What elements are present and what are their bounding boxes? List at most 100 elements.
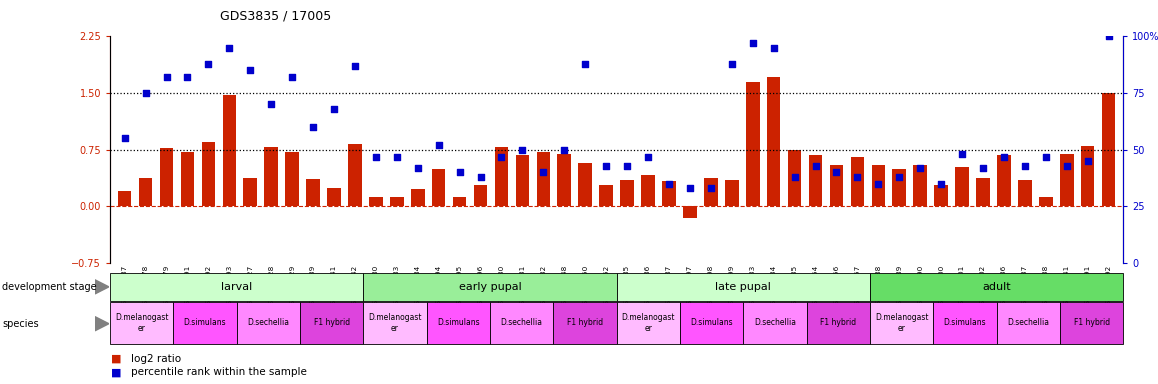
Point — [576, 61, 594, 67]
Point — [618, 162, 637, 169]
Point — [388, 154, 406, 160]
Text: early pupal: early pupal — [459, 282, 521, 292]
Bar — [1018, 180, 1032, 207]
Bar — [870, 302, 933, 344]
Point — [1078, 158, 1097, 164]
Text: D.sechellia: D.sechellia — [1007, 318, 1049, 328]
Bar — [807, 302, 870, 344]
Bar — [222, 95, 236, 207]
Bar — [872, 165, 885, 207]
Point — [974, 165, 992, 171]
Point — [178, 74, 197, 80]
Bar — [616, 302, 680, 344]
Text: ■: ■ — [111, 354, 122, 364]
Bar — [851, 157, 864, 207]
Text: species: species — [2, 319, 39, 329]
Bar — [139, 179, 153, 207]
Bar — [1080, 146, 1094, 207]
Bar — [1039, 197, 1053, 207]
Text: D.sechellia: D.sechellia — [248, 318, 290, 328]
Point — [806, 162, 824, 169]
Bar — [390, 197, 404, 207]
Point — [639, 154, 658, 160]
Bar — [955, 167, 969, 207]
Bar — [704, 178, 718, 207]
Point — [848, 174, 866, 180]
Bar — [870, 273, 1123, 301]
Bar — [174, 302, 236, 344]
Text: D.melanogast
er: D.melanogast er — [622, 313, 675, 333]
Point — [932, 181, 951, 187]
Text: D.melanogast
er: D.melanogast er — [115, 313, 168, 333]
Text: larval: larval — [221, 282, 252, 292]
Point — [199, 61, 218, 67]
Bar — [935, 185, 948, 207]
Text: D.sechellia: D.sechellia — [500, 318, 543, 328]
Point — [283, 74, 301, 80]
Point — [660, 181, 679, 187]
Point — [513, 147, 532, 153]
Polygon shape — [95, 317, 109, 331]
Bar — [364, 302, 426, 344]
Point — [596, 162, 615, 169]
Bar — [243, 179, 257, 207]
Bar — [515, 155, 529, 207]
Bar — [349, 144, 361, 207]
Text: D.simulans: D.simulans — [944, 318, 987, 328]
Bar — [490, 302, 554, 344]
Text: F1 hybrid: F1 hybrid — [314, 318, 350, 328]
Bar — [110, 302, 174, 344]
Text: D.melanogast
er: D.melanogast er — [874, 313, 929, 333]
Point — [324, 106, 343, 112]
Bar — [914, 165, 928, 207]
Bar — [933, 302, 997, 344]
Point — [555, 147, 573, 153]
Point — [702, 185, 720, 191]
Point — [346, 63, 365, 69]
Bar — [787, 150, 801, 207]
Text: F1 hybrid: F1 hybrid — [820, 318, 857, 328]
Point — [827, 169, 845, 175]
Bar — [767, 76, 780, 207]
Point — [1036, 154, 1055, 160]
Point — [1016, 162, 1034, 169]
Bar — [110, 273, 364, 301]
Bar — [160, 148, 174, 207]
Text: GDS3835 / 17005: GDS3835 / 17005 — [220, 10, 331, 23]
Bar — [579, 163, 592, 207]
Bar — [1060, 302, 1123, 344]
Bar — [600, 185, 613, 207]
Point — [764, 45, 783, 51]
Bar — [554, 302, 616, 344]
Text: D.sechellia: D.sechellia — [754, 318, 796, 328]
Bar — [300, 302, 364, 344]
Bar — [976, 178, 990, 207]
Bar — [426, 302, 490, 344]
Point — [471, 174, 490, 180]
Point — [241, 68, 259, 74]
Point — [868, 181, 887, 187]
Bar — [997, 155, 1011, 207]
Text: D.simulans: D.simulans — [690, 318, 733, 328]
Point — [723, 61, 741, 67]
Bar — [432, 169, 446, 207]
Point — [534, 169, 552, 175]
Point — [157, 74, 176, 80]
Bar — [1101, 93, 1115, 207]
Bar — [1060, 154, 1073, 207]
Bar — [306, 179, 320, 207]
Bar — [997, 302, 1060, 344]
Point — [409, 165, 427, 171]
Text: D.simulans: D.simulans — [437, 318, 479, 328]
Bar — [494, 147, 508, 207]
Point — [1099, 33, 1117, 40]
Bar — [829, 165, 843, 207]
Point — [303, 124, 322, 130]
Bar — [285, 152, 299, 207]
Bar — [264, 147, 278, 207]
Text: percentile rank within the sample: percentile rank within the sample — [131, 367, 307, 377]
Bar — [536, 152, 550, 207]
Text: D.simulans: D.simulans — [184, 318, 226, 328]
Bar — [118, 191, 132, 207]
Bar — [201, 142, 215, 207]
